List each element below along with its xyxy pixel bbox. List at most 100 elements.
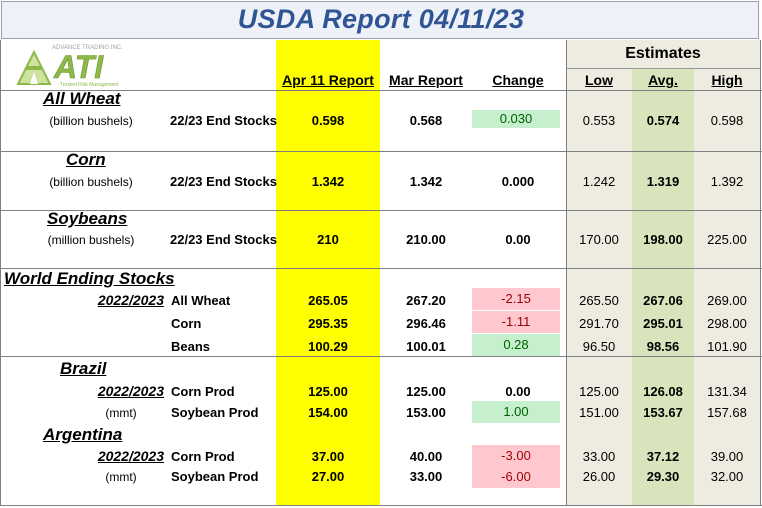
change-value: 0.28	[472, 334, 560, 356]
high-value: 225.00	[707, 232, 747, 247]
low-value: 265.50	[579, 293, 619, 308]
high-value: 0.598	[710, 113, 744, 128]
svg-text:Trusted Risk Management: Trusted Risk Management	[60, 82, 119, 88]
avg-value: 29.30	[646, 469, 680, 484]
apr-value: 210	[317, 232, 339, 247]
section-all-wheat: All Wheat	[43, 89, 121, 108]
avg-value: 153.67	[643, 405, 683, 420]
unit-label: (billion bushels)	[49, 114, 133, 128]
apr-value: 295.35	[308, 316, 348, 331]
row-label: Corn Prod	[171, 384, 235, 399]
title-bar	[1, 1, 759, 39]
low-value: 170.00	[579, 232, 619, 247]
high-value: 39.00	[710, 449, 744, 464]
section-divider	[0, 151, 762, 152]
low-value: 0.553	[582, 113, 616, 128]
svg-text:ATI: ATI	[53, 49, 104, 85]
apr-value: 27.00	[311, 469, 345, 484]
high-value: 298.00	[707, 316, 747, 331]
header-low: Low	[585, 72, 613, 88]
row-label: 22/23 End Stocks	[170, 113, 277, 128]
mar-value: 210.00	[406, 232, 446, 247]
low-value: 125.00	[579, 384, 619, 399]
row-label: Corn Prod	[171, 449, 235, 464]
header-change: Change	[492, 72, 544, 88]
mar-value: 33.00	[409, 469, 443, 484]
apr-value: 0.598	[311, 113, 345, 128]
apr-value: 125.00	[308, 384, 348, 399]
avg-value: 37.12	[646, 449, 680, 464]
right-border	[760, 40, 761, 506]
header-high: High	[711, 72, 743, 88]
change-value: -1.11	[472, 311, 560, 333]
unit-label: (mmt)	[105, 470, 137, 484]
header-apr-report: Apr 11 Report	[282, 72, 374, 88]
header-mar-report: Mar Report	[389, 72, 463, 88]
high-value: 269.00	[707, 293, 747, 308]
ati-logo: ADVANCE TRADING INC. ATI Trusted Risk Ma…	[14, 42, 154, 88]
apr-report-column-band	[276, 40, 380, 506]
change-value: -2.15	[472, 288, 560, 310]
change-value: -3.00	[472, 445, 560, 467]
change-value: 0.00	[505, 384, 531, 399]
high-value: 131.34	[707, 384, 747, 399]
estimates-divider	[566, 68, 760, 69]
avg-value: 198.00	[643, 232, 683, 247]
mar-value: 0.568	[409, 113, 443, 128]
avg-column-band	[632, 68, 694, 506]
marketing-year: 2022/2023	[97, 383, 164, 399]
mar-value: 100.01	[406, 339, 446, 354]
avg-value: 1.319	[646, 174, 680, 189]
marketing-year: 2022/2023	[97, 448, 164, 464]
change-value: 1.00	[472, 401, 560, 423]
row-label: Corn	[171, 316, 202, 331]
row-label: Beans	[171, 339, 211, 354]
unit-label: (mmt)	[105, 406, 137, 420]
low-value: 291.70	[579, 316, 619, 331]
apr-value: 154.00	[308, 405, 348, 420]
svg-text:ADVANCE TRADING INC.: ADVANCE TRADING INC.	[52, 45, 123, 51]
mar-value: 267.20	[406, 293, 446, 308]
mar-value: 296.46	[406, 316, 446, 331]
high-value: 101.90	[707, 339, 747, 354]
section-soybeans: Soybeans	[47, 209, 128, 228]
unit-label: (million bushels)	[47, 233, 135, 247]
avg-value: 126.08	[643, 384, 683, 399]
apr-value: 1.342	[311, 174, 345, 189]
section-divider	[0, 268, 762, 269]
row-label: All Wheat	[171, 293, 231, 308]
header-avg: Avg.	[648, 72, 678, 88]
section-brazil: Brazil	[60, 359, 107, 378]
high-value: 1.392	[710, 174, 744, 189]
low-value: 151.00	[579, 405, 619, 420]
change-value: 0.030	[472, 110, 560, 128]
avg-value: 0.574	[646, 113, 680, 128]
avg-value: 295.01	[643, 316, 683, 331]
row-label: Soybean Prod	[171, 405, 259, 420]
high-value: 32.00	[710, 469, 744, 484]
avg-value: 98.56	[646, 339, 680, 354]
mar-value: 1.342	[409, 174, 443, 189]
apr-value: 265.05	[308, 293, 348, 308]
section-argentina: Argentina	[43, 425, 123, 444]
section-divider	[0, 356, 762, 357]
low-value: 96.50	[582, 339, 616, 354]
estimates-header: Estimates	[625, 45, 701, 62]
low-value: 1.242	[582, 174, 616, 189]
section-divider	[0, 210, 762, 211]
avg-value: 267.06	[643, 293, 683, 308]
change-value: 0.00	[505, 232, 531, 247]
apr-value: 100.29	[308, 339, 348, 354]
change-value: -6.00	[472, 466, 560, 488]
low-value: 33.00	[582, 449, 616, 464]
mar-value: 40.00	[409, 449, 443, 464]
high-value: 157.68	[707, 405, 747, 420]
unit-label: (billion bushels)	[49, 175, 133, 189]
ati-logo-icon: ADVANCE TRADING INC. ATI Trusted Risk Ma…	[16, 45, 123, 88]
section-world-ending-stocks: World Ending Stocks	[4, 269, 175, 288]
section-divider	[0, 90, 762, 91]
estimates-left-border	[566, 40, 567, 506]
row-label: 22/23 End Stocks	[170, 174, 277, 189]
section-corn: Corn	[66, 150, 106, 169]
row-label: Soybean Prod	[171, 469, 259, 484]
